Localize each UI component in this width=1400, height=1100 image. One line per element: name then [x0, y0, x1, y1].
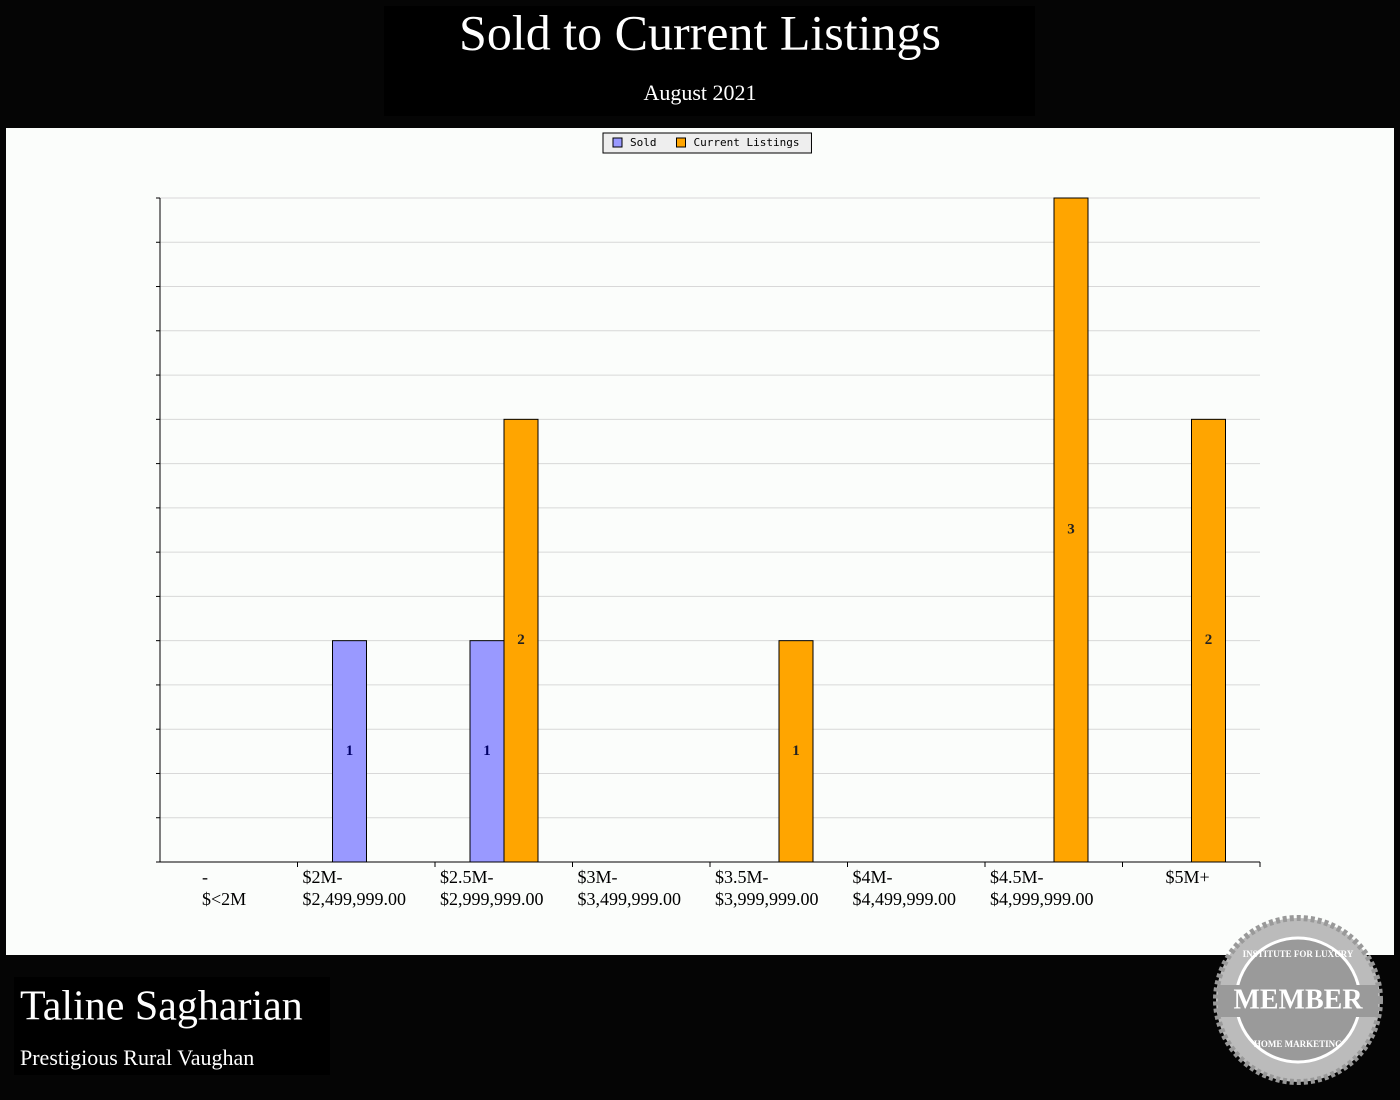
badge-top: INSTITUTE FOR LUXURY [1243, 949, 1354, 959]
x-tick-label: $3M- [578, 867, 618, 887]
x-tick-label: $2,499,999.00 [303, 889, 407, 909]
x-tick-label: $2M- [303, 867, 343, 887]
x-tick-label: $2.5M- [440, 867, 494, 887]
x-tick-label: $5M+ [1166, 867, 1210, 887]
legend-label: Sold [630, 136, 657, 149]
chart-title: Sold to Current Listings [459, 4, 941, 60]
agent-area: Prestigious Rural Vaughan [20, 1045, 254, 1070]
legend-swatch [612, 137, 623, 148]
bar-value-label: 3 [1067, 521, 1075, 537]
badge-band [1218, 985, 1378, 1017]
badge-bottom: HOME MARKETING [1254, 1039, 1342, 1049]
bar [503, 418, 539, 863]
chart-subtitle: August 2021 [643, 80, 756, 105]
x-tick-label: $4,499,999.00 [853, 889, 957, 909]
bar [332, 640, 367, 863]
legend-label: Current Listings [694, 136, 800, 149]
header-box [384, 6, 1035, 116]
footer-box [14, 977, 330, 1075]
bar-value-label: 1 [346, 743, 354, 759]
x-tick-label: $4.5M- [990, 867, 1044, 887]
x-tick-label: $3,499,999.00 [578, 889, 682, 909]
bar [778, 640, 814, 863]
badge: MEMBER INSTITUTE FOR LUXURY HOME MARKETI… [1213, 915, 1383, 1085]
plot-panel [6, 128, 1394, 955]
bar-value-label: 2 [1205, 632, 1213, 648]
x-tick-label: - [202, 867, 208, 887]
legend-box [602, 132, 812, 154]
x-tick-label: $2,999,999.00 [440, 889, 544, 909]
bar-value-label: 1 [792, 743, 800, 759]
bar-value-label: 2 [517, 632, 525, 648]
agent-name: Taline Sagharian [20, 984, 303, 1030]
x-tick-label: $3,999,999.00 [715, 889, 819, 909]
badge-main: MEMBER [1233, 984, 1363, 1015]
x-tick-label: $4,999,999.00 [990, 889, 1094, 909]
x-tick-label: $3.5M- [715, 867, 769, 887]
legend-swatch [676, 137, 686, 148]
x-tick-label: $<2M [202, 889, 246, 909]
bar [1053, 197, 1089, 863]
bar-value-label: 1 [483, 743, 491, 759]
bar [1191, 418, 1226, 863]
x-tick-label: $4M- [853, 867, 893, 887]
bar [469, 640, 505, 863]
